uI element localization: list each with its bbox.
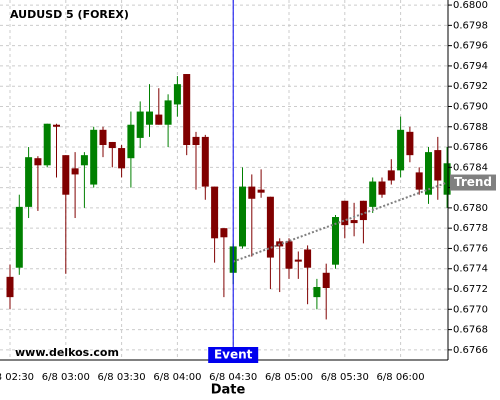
y-tick-label: 0.6772 [453, 284, 488, 295]
y-tick-label: 0.6770 [453, 304, 488, 315]
watermark: www.delkos.com [15, 346, 119, 359]
y-tick-label: 0.6784 [453, 162, 488, 173]
candle-body [341, 200, 349, 226]
candle-body [34, 158, 42, 166]
trend-label: Trend [454, 175, 492, 189]
y-tick-label: 0.6778 [453, 223, 488, 234]
candle-body [248, 186, 256, 199]
candle-body [285, 241, 293, 269]
x-tick-label: 6/8 04:00 [153, 372, 201, 383]
candle-body [313, 286, 321, 298]
x-tick-label: 6/8 03:00 [42, 372, 90, 383]
y-tick-label: 0.6788 [453, 122, 488, 133]
candle-body [62, 155, 70, 195]
candle-body [25, 157, 33, 207]
candle-body [183, 74, 191, 146]
candle-body [406, 131, 414, 156]
candle-body [90, 129, 98, 185]
y-tick-label: 0.6792 [453, 81, 488, 92]
candle-body [80, 155, 88, 166]
x-tick-label: 6/8 04:30 [209, 372, 257, 383]
candle-body [53, 124, 60, 127]
candle-body [239, 186, 246, 247]
candle-body [15, 206, 23, 268]
chart-title: AUDUSD 5 (FOREX) [10, 8, 129, 21]
candle-body [294, 259, 302, 262]
candle-body [378, 181, 386, 195]
candle-body [257, 189, 265, 193]
x-tick-label: 6/8 06:00 [377, 372, 425, 383]
x-tick-label: 6/8 05:30 [321, 372, 369, 383]
candle-body [322, 272, 330, 288]
y-tick-label: 0.6798 [453, 20, 488, 31]
candle-body [43, 123, 51, 166]
event-label: Event [214, 348, 253, 362]
candle-body [220, 228, 228, 238]
y-tick-label: 0.6766 [453, 345, 488, 356]
candle-body [387, 170, 395, 181]
y-tick-label: 0.6794 [453, 61, 488, 72]
candle-body [164, 100, 172, 125]
candle-body [127, 124, 135, 159]
y-tick-label: 0.6768 [453, 325, 488, 336]
candle-body [201, 136, 209, 187]
candle-body [266, 196, 274, 258]
x-axis-label: Date [211, 383, 246, 398]
y-tick-label: 0.6786 [453, 142, 488, 153]
candle-body [99, 129, 107, 146]
candle-body [443, 163, 451, 195]
y-tick-label: 0.6776 [453, 243, 488, 254]
x-tick-label: 6/8 03:30 [98, 372, 146, 383]
candle-body [211, 186, 219, 239]
candle-body [332, 217, 339, 265]
candle-body [155, 114, 163, 125]
candle-body [304, 249, 312, 268]
y-tick-label: 0.6800 [453, 0, 488, 11]
candle-body [71, 168, 79, 175]
candle-body [359, 200, 367, 221]
x-tick-label: 6/8 02:30 [0, 372, 34, 383]
x-tick-label: 6/8 05:00 [265, 372, 313, 383]
candle-body [146, 111, 153, 125]
event-label-box [208, 347, 259, 363]
candle-body [434, 150, 442, 181]
y-tick-label: 0.6774 [453, 264, 488, 275]
y-tick-label: 0.6780 [453, 203, 488, 214]
y-tick-label: 0.6796 [453, 41, 488, 52]
candle-body [369, 181, 377, 207]
candle-body [350, 220, 358, 224]
y-tick-label: 0.6790 [453, 101, 488, 112]
candle-body [425, 152, 432, 195]
candle-body [118, 148, 126, 169]
candle-body [6, 276, 14, 298]
candle-body [173, 84, 181, 105]
candle-body [108, 141, 116, 149]
trend-label-box [450, 174, 496, 191]
candle-body [136, 111, 144, 138]
candle-body [397, 129, 405, 171]
candle-body [192, 136, 200, 146]
candle-body [415, 172, 423, 190]
